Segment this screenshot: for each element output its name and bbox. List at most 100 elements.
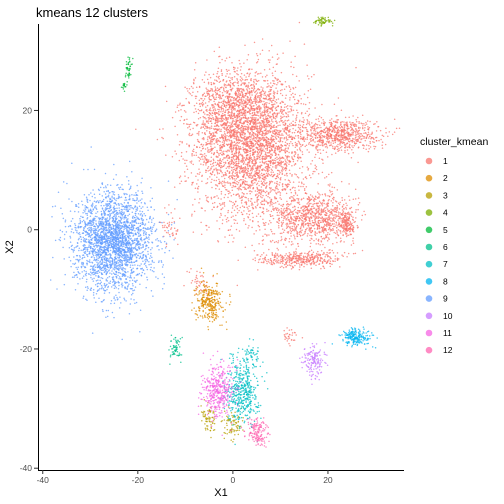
data-point [338,217,340,220]
data-point [210,122,213,125]
data-point [234,116,237,118]
data-point [208,95,211,97]
data-point [223,101,225,103]
data-point [282,109,285,112]
data-point [335,236,337,239]
data-point [306,210,309,212]
data-point [256,107,259,110]
data-point [276,112,279,115]
data-point [272,132,275,135]
data-point [241,82,243,84]
data-point [226,159,229,162]
data-point [355,217,357,219]
data-point [251,226,253,229]
data-point [360,219,363,221]
data-point [280,176,282,179]
data-point [229,122,231,124]
data-point [265,115,267,118]
data-point [295,114,298,117]
data-point [231,172,234,175]
data-point [260,183,263,185]
data-point [256,92,259,94]
data-point [331,220,333,223]
data-point [308,222,311,225]
data-point [210,83,213,86]
data-point [284,128,287,131]
data-point [309,245,312,248]
data-point [299,214,302,217]
data-point [174,208,176,210]
data-point [296,149,299,151]
data-point [186,87,188,90]
data-point [261,155,264,158]
data-point [281,238,283,240]
data-point [249,122,251,125]
data-point [277,82,279,84]
data-point [269,142,272,145]
data-point [275,120,278,122]
data-point [219,101,221,104]
data-point [324,214,326,216]
data-point [213,179,215,182]
data-point [288,237,291,240]
data-point [287,111,289,113]
data-point [211,208,213,211]
data-point [222,134,225,136]
data-point [239,75,242,78]
data-point [213,128,215,130]
data-point [265,117,268,120]
data-point [328,185,331,187]
data-point [265,221,267,224]
data-point [337,229,340,231]
data-point [269,187,272,190]
data-point [207,120,209,122]
data-point [298,268,301,271]
data-point [321,210,323,212]
data-point [251,84,253,86]
data-point [295,211,297,213]
data-point [242,186,244,188]
data-point [212,147,214,150]
data-point [267,171,269,173]
data-point [277,240,280,242]
data-point [271,101,273,104]
data-point [250,106,252,108]
data-point [246,123,249,126]
data-point [312,207,315,210]
data-point [178,176,181,179]
data-point [202,136,205,139]
data-point [212,118,215,121]
data-point [289,181,291,184]
data-point [332,219,334,221]
data-point [254,71,257,74]
data-point [322,243,324,246]
data-point [242,169,244,172]
data-point [292,229,295,231]
data-point [244,177,247,179]
data-point [311,210,313,213]
data-point [253,41,256,44]
data-point [199,105,202,108]
data-point [228,165,230,167]
data-point [256,148,259,150]
data-point [223,84,226,87]
data-point [188,132,191,135]
data-point [223,164,226,166]
data-point [319,194,321,196]
data-point [188,88,191,90]
data-point [263,180,265,183]
data-point [216,92,219,94]
data-point [283,229,286,232]
data-point [196,132,198,135]
data-point [240,185,242,187]
data-point [225,174,228,176]
data-point [294,129,297,132]
data-point [287,185,289,188]
data-point [206,143,208,146]
data-point [259,147,261,150]
data-point [218,154,220,157]
data-point [218,202,221,205]
data-point [232,171,234,174]
data-point [211,186,213,189]
data-point [269,144,271,147]
